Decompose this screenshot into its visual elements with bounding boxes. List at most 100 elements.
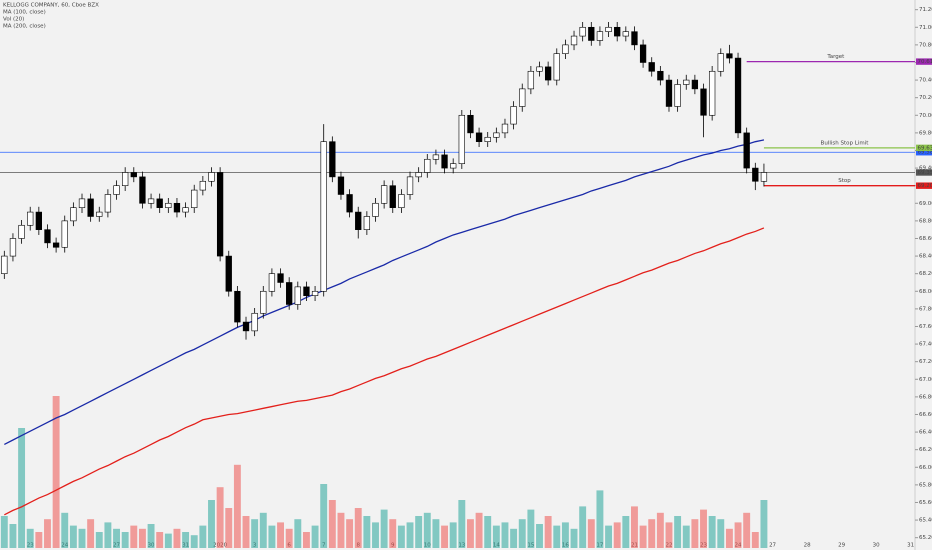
candle-body (501, 123, 509, 134)
volume-bar (380, 509, 388, 548)
ma-line (4, 227, 765, 516)
candle-body (415, 172, 422, 178)
volume-bar (605, 525, 613, 548)
y-tick-label: 68.00 (919, 289, 932, 295)
y-tick-label: 68.40 (919, 254, 932, 260)
price-tag-label: 69.20 (918, 183, 932, 189)
volume-bar (225, 508, 233, 548)
candle-body (536, 66, 543, 72)
candle-body (726, 53, 733, 59)
volume-bar (587, 519, 595, 548)
y-tick-label: 65.80 (919, 482, 932, 488)
volume-bar (208, 500, 215, 548)
x-tick-label: 27 (769, 543, 776, 549)
candle-body (752, 167, 759, 182)
candle-body (691, 79, 699, 90)
volume-bar (475, 512, 483, 548)
candle-body (277, 273, 284, 283)
candle-body (639, 44, 647, 63)
y-tick-label: 67.80 (919, 306, 932, 312)
candle-body (1, 255, 8, 274)
volume-bar (665, 522, 673, 548)
volume-bar (406, 522, 414, 548)
candle-body (493, 132, 500, 138)
volume-bar (734, 522, 742, 548)
candle-body (458, 114, 465, 164)
y-tick-label: 67.60 (919, 324, 932, 330)
legend-item: MA (100, close) (3, 10, 46, 16)
candle-body (260, 290, 267, 314)
candle-body (251, 312, 258, 332)
volume-bar (449, 522, 457, 548)
volume-bar (35, 532, 43, 548)
volume-bar (277, 522, 284, 548)
volume-bar (44, 519, 51, 548)
volume-bar (104, 522, 112, 548)
volume-bar (87, 519, 95, 548)
y-tick-label: 65.60 (919, 500, 932, 506)
y-tick-label: 65.20 (919, 535, 932, 541)
volume-bar (441, 525, 449, 548)
volume-bar (570, 528, 578, 548)
volume-bar (138, 528, 146, 548)
volume-bar (52, 396, 60, 548)
candle-body (389, 185, 396, 208)
volume-bar (328, 500, 336, 548)
volume-bar (717, 519, 725, 548)
volume-bar (164, 533, 172, 548)
volume-bar (423, 512, 431, 548)
volume-bar (9, 524, 17, 548)
y-tick-label: 70.40 (919, 78, 932, 84)
volume-bar (61, 512, 69, 548)
candle-body (147, 198, 155, 204)
candle-body (122, 172, 129, 186)
candle-body (398, 194, 405, 208)
volume-bar (466, 519, 474, 548)
y-tick-label: 70.80 (919, 42, 932, 48)
candle-body (605, 26, 612, 32)
candle-body (18, 224, 25, 239)
candle-body (286, 282, 293, 305)
level-label: Target (826, 54, 845, 60)
legend-item: Vol (20) (3, 17, 24, 23)
price-tag (916, 169, 932, 176)
volume-bar (510, 528, 518, 548)
price-tag (916, 182, 932, 189)
volume-bar (251, 519, 259, 548)
y-tick-label: 67.00 (919, 377, 932, 383)
volume-bar (285, 528, 293, 548)
candle-body (579, 26, 586, 37)
candle-body (467, 114, 474, 134)
volume-bar (242, 516, 250, 548)
volume-bar (302, 532, 310, 548)
candle-body (570, 35, 578, 46)
y-tick-label: 70.20 (919, 95, 932, 101)
candle-body (35, 211, 42, 230)
level-label: Bullish Stop Limit (821, 140, 870, 146)
candle-body (406, 176, 414, 195)
candle-body (631, 31, 638, 46)
x-tick-label: 28 (804, 543, 811, 549)
x-tick-label: 31 (907, 543, 914, 549)
volume-bar (113, 528, 120, 548)
candle-body (337, 176, 345, 195)
volume-bar (639, 525, 647, 548)
candle-body (156, 198, 163, 208)
candle-body (743, 132, 750, 169)
volume-bar (0, 516, 8, 548)
y-tick-label: 70.00 (919, 113, 932, 119)
volume-bar (397, 525, 405, 548)
volume-bar (682, 525, 690, 548)
y-tick-label: 66.80 (919, 394, 932, 400)
volume-bar (501, 522, 509, 548)
candle-body (484, 136, 491, 142)
y-tick-label: 65.40 (919, 518, 932, 524)
volume-bar (622, 516, 630, 548)
price-tag (916, 149, 932, 156)
level-label: Stop (838, 178, 851, 184)
candle-body (191, 189, 198, 208)
legend-item: MA (200, close) (3, 24, 46, 30)
volume-bar (484, 516, 492, 548)
candle-body (113, 185, 120, 195)
